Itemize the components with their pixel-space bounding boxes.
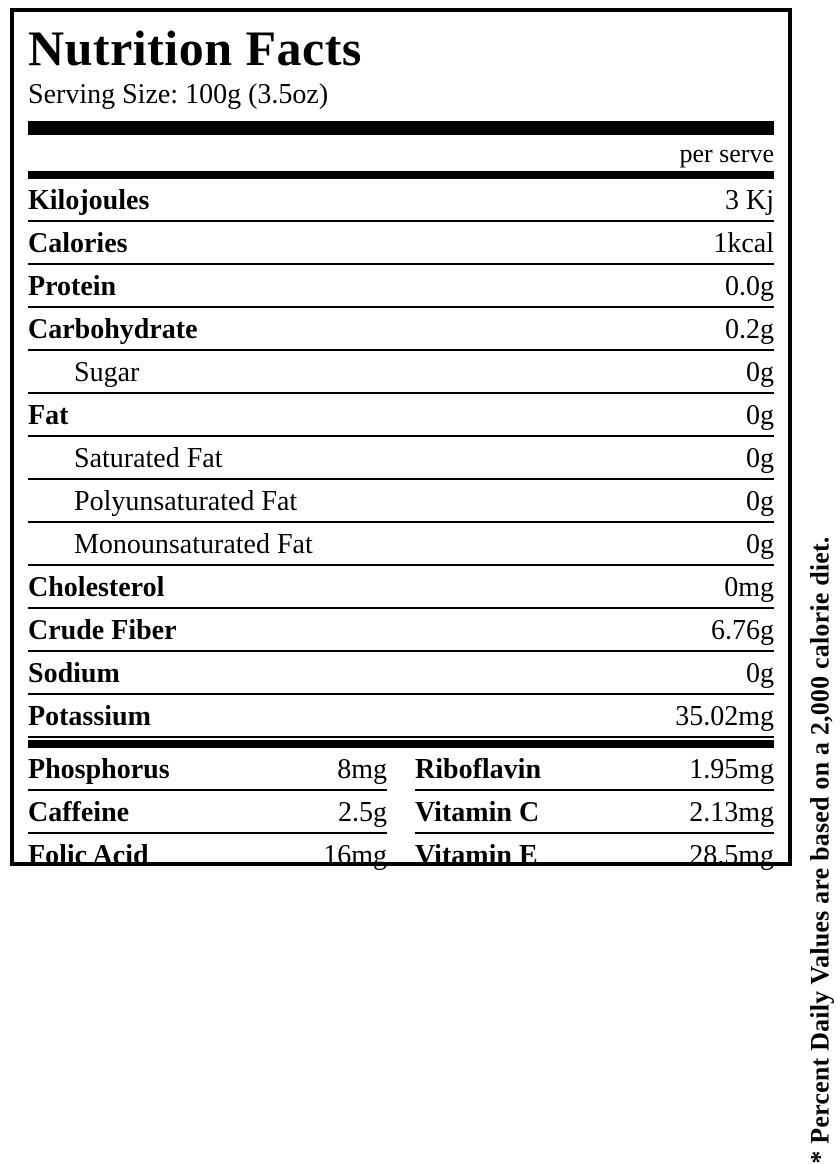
row-fat: Fat 0g — [28, 394, 774, 437]
row-caffeine: Caffeine 2.5g — [28, 791, 387, 834]
title: Nutrition Facts — [28, 22, 774, 75]
nutrient-value: 8mg — [337, 752, 387, 787]
nutrient-name: Monounsaturated Fat — [28, 527, 313, 562]
per-serve-header: per serve — [28, 135, 774, 171]
nutrient-name: Folic Acid — [28, 838, 149, 873]
nutrient-value: 28.5mg — [689, 838, 774, 873]
row-sugar: Sugar 0g — [28, 351, 774, 394]
nutrient-name: Fat — [28, 398, 68, 433]
separator-bar — [28, 740, 774, 748]
row-folic-acid: Folic Acid 16mg — [28, 834, 387, 875]
nutrient-value: 0g — [746, 527, 774, 562]
nutrient-name: Cholesterol — [28, 570, 164, 605]
nutrient-name: Calories — [28, 226, 128, 261]
nutrient-name: Vitamin E — [415, 838, 538, 873]
nutrient-value: 6.76g — [711, 613, 774, 648]
nutrient-value: 0g — [746, 656, 774, 691]
nutrient-value: 2.13mg — [689, 795, 774, 830]
row-vitamin-c: Vitamin C 2.13mg — [415, 791, 774, 834]
nutrient-value: 3 Kj — [725, 183, 774, 218]
nutrient-name: Protein — [28, 269, 116, 304]
nutrient-value: 0.0g — [725, 269, 774, 304]
nutrient-value: 2.5g — [338, 795, 387, 830]
row-vitamin-e: Vitamin E 28.5mg — [415, 834, 774, 875]
row-saturated-fat: Saturated Fat 0g — [28, 437, 774, 480]
row-monounsaturated-fat: Monounsaturated Fat 0g — [28, 523, 774, 566]
nutrient-name: Potassium — [28, 699, 151, 734]
nutrition-panel: Nutrition Facts Serving Size: 100g (3.5o… — [10, 8, 792, 866]
nutrient-value: 1kcal — [713, 226, 774, 261]
nutrient-name: Saturated Fat — [28, 441, 223, 476]
nutrient-name: Crude Fiber — [28, 613, 177, 648]
nutrient-name: Kilojoules — [28, 183, 149, 218]
nutrient-name: Caffeine — [28, 795, 129, 830]
nutrient-name: Carbohydrate — [28, 312, 198, 347]
row-sodium: Sodium 0g — [28, 652, 774, 695]
nutrient-value: 1.95mg — [689, 752, 774, 787]
row-kilojoules: Kilojoules 3 Kj — [28, 179, 774, 222]
nutrient-name: Sodium — [28, 656, 120, 691]
micronutrient-grid: Phosphorus 8mg Riboflavin 1.95mg Caffein… — [28, 748, 774, 875]
row-carbohydrate: Carbohydrate 0.2g — [28, 308, 774, 351]
nutrient-value: 0.2g — [725, 312, 774, 347]
separator-bar — [28, 121, 774, 135]
nutrient-name: Polyunsaturated Fat — [28, 484, 297, 519]
row-protein: Protein 0.0g — [28, 265, 774, 308]
nutrient-name: Vitamin C — [415, 795, 539, 830]
nutrient-value: 0g — [746, 441, 774, 476]
dv-footnote-text: * Percent Daily Values are based on a 2,… — [806, 536, 836, 1163]
nutrient-value: 0g — [746, 398, 774, 433]
separator-bar — [28, 171, 774, 179]
nutrient-name: Sugar — [28, 355, 139, 390]
dv-footnote: * Percent Daily Values are based on a 2,… — [804, 10, 838, 865]
row-polyunsaturated-fat: Polyunsaturated Fat 0g — [28, 480, 774, 523]
nutrient-value: 0g — [746, 355, 774, 390]
nutrient-value: 35.02mg — [675, 699, 774, 734]
serving-size: Serving Size: 100g (3.5oz) — [28, 79, 774, 111]
nutrient-value: 0mg — [724, 570, 774, 605]
row-calories: Calories 1kcal — [28, 222, 774, 265]
nutrient-name: Phosphorus — [28, 752, 170, 787]
nutrient-value: 0g — [746, 484, 774, 519]
row-riboflavin: Riboflavin 1.95mg — [415, 748, 774, 791]
nutrient-name: Riboflavin — [415, 752, 541, 787]
row-crude-fiber: Crude Fiber 6.76g — [28, 609, 774, 652]
nutrient-value: 16mg — [323, 838, 387, 873]
row-phosphorus: Phosphorus 8mg — [28, 748, 387, 791]
row-potassium: Potassium 35.02mg — [28, 695, 774, 738]
row-cholesterol: Cholesterol 0mg — [28, 566, 774, 609]
